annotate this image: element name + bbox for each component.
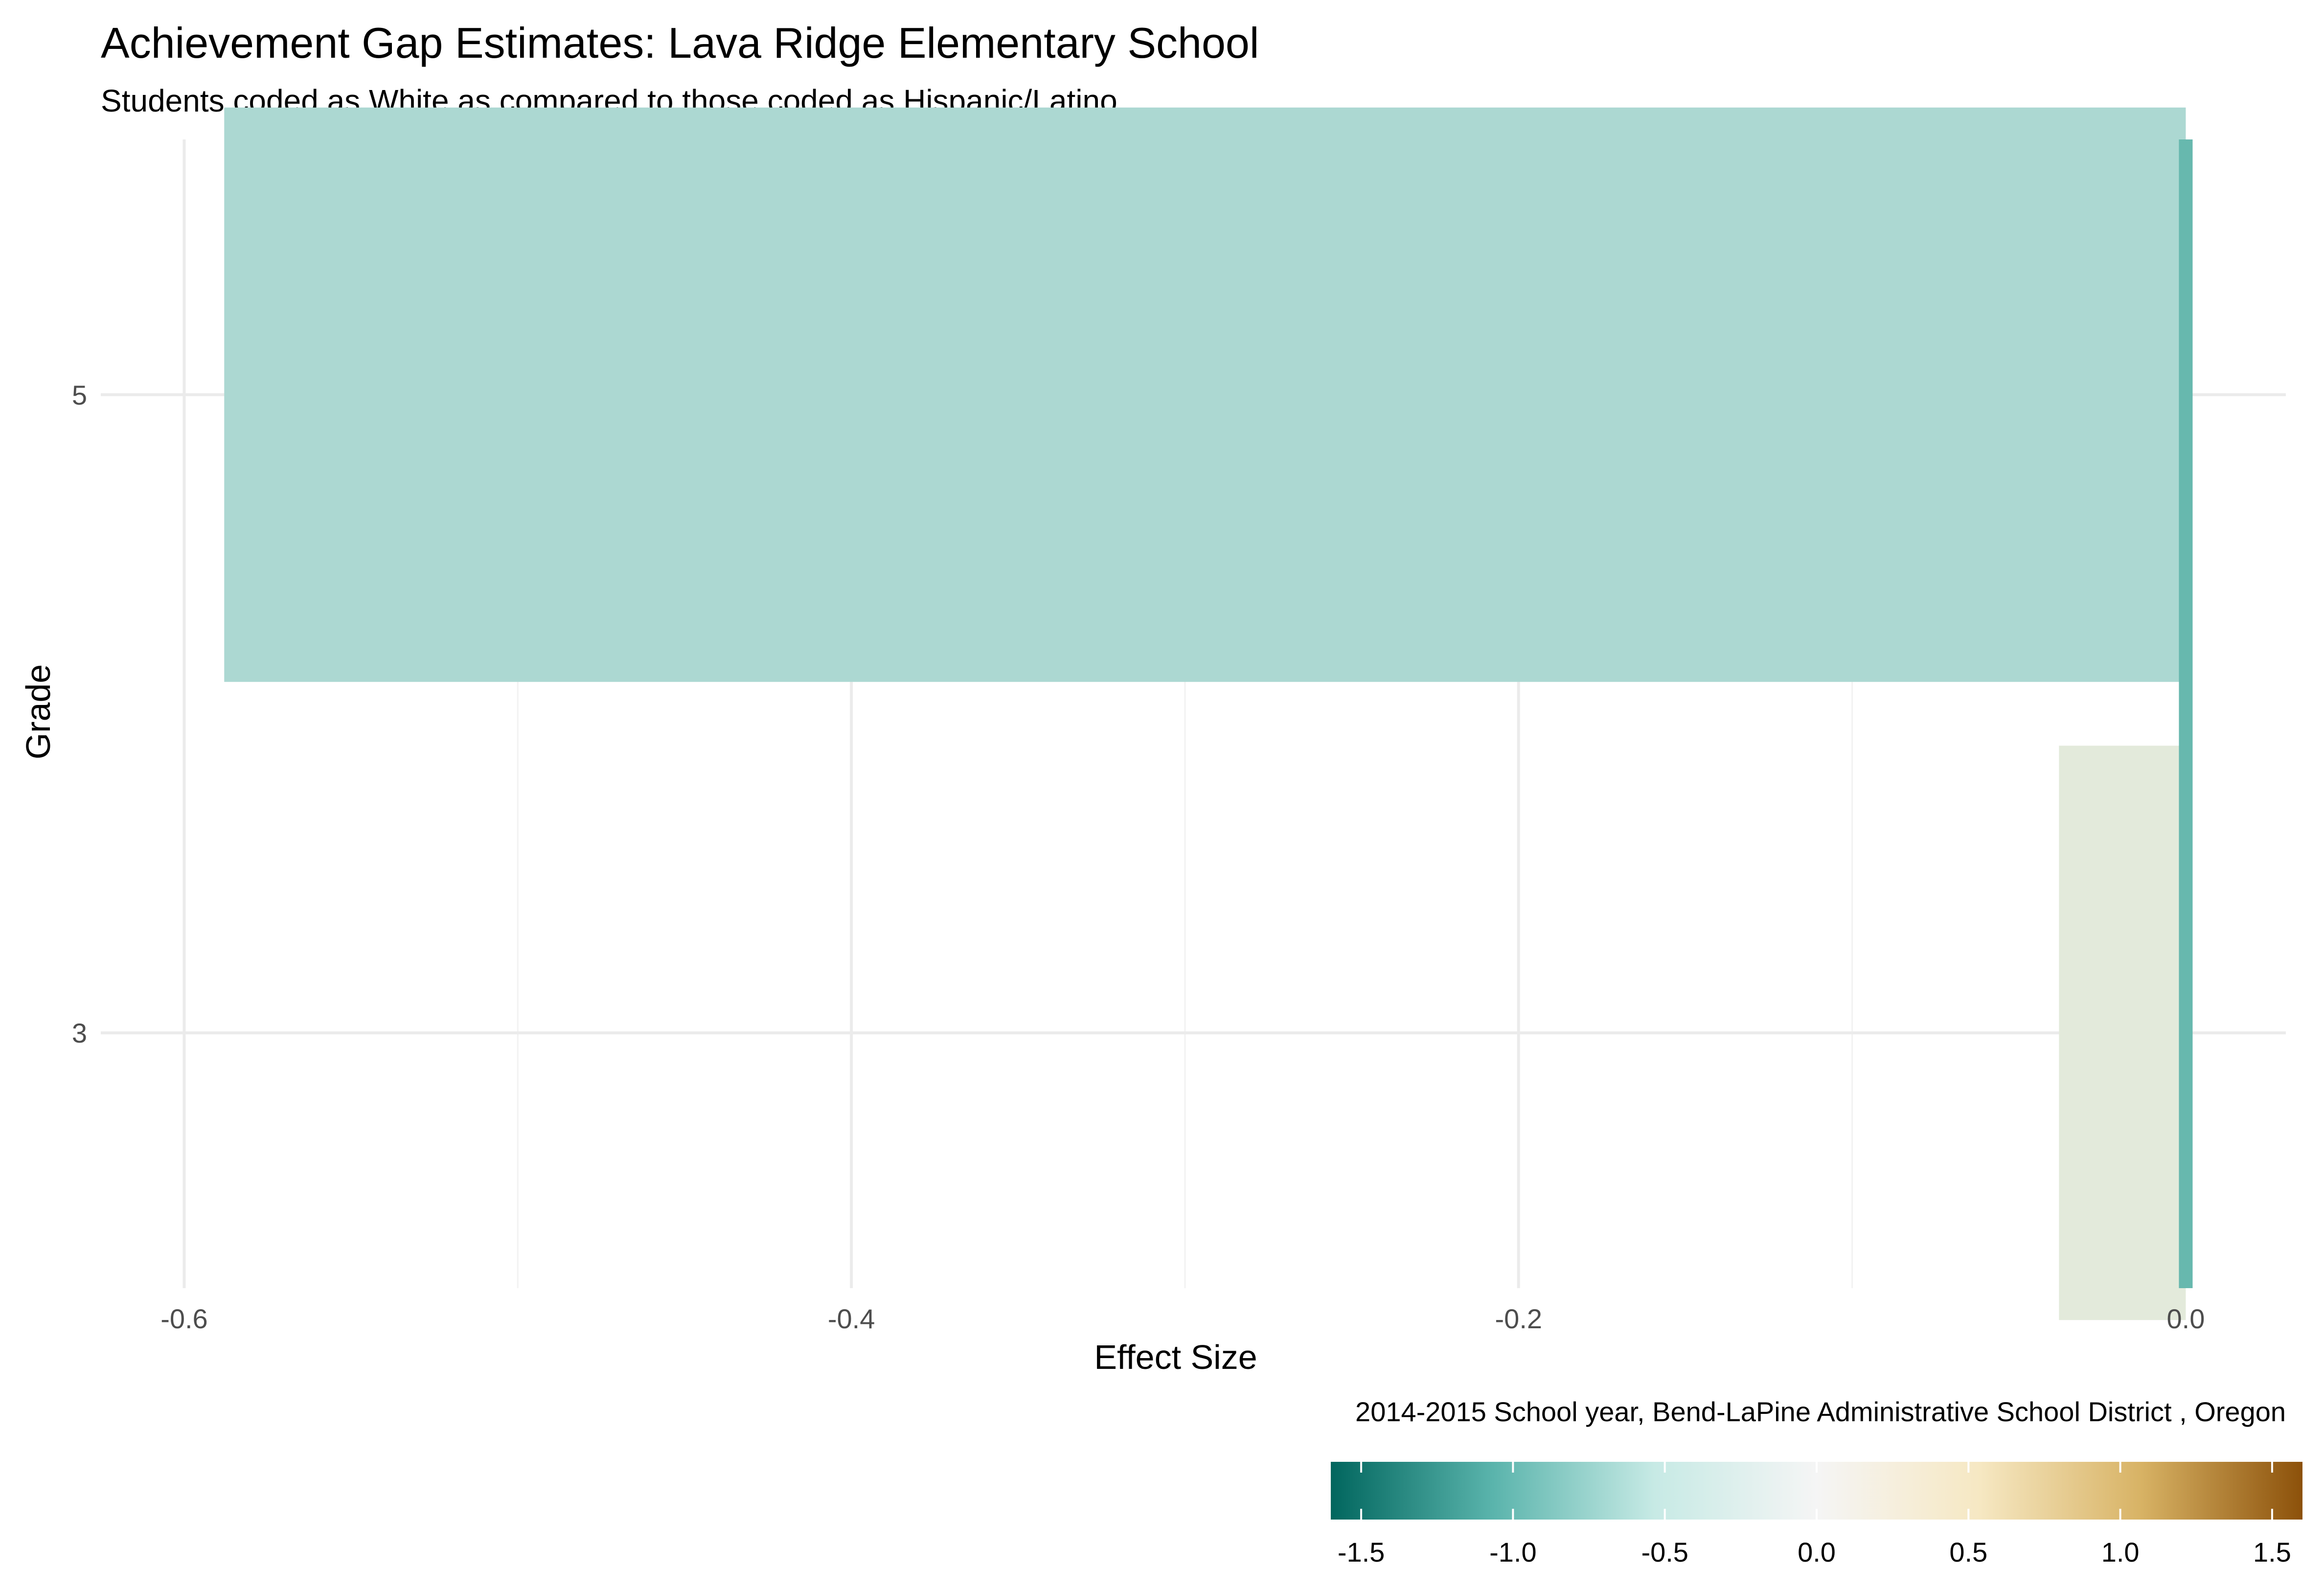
zero-reference-line (2179, 139, 2193, 1288)
legend-tick-label: -1.0 (1489, 1537, 1537, 1567)
legend-tick-label: 1.5 (2253, 1537, 2291, 1567)
y-tick-label: 5 (72, 380, 87, 410)
bar-grade-3 (2059, 746, 2186, 1320)
bar-grade-5 (224, 107, 2186, 682)
y-axis-ticks: 35 (72, 380, 87, 1048)
chart-title: Achievement Gap Estimates: Lava Ridge El… (101, 19, 1259, 67)
y-tick-label: 3 (72, 1018, 87, 1048)
x-tick-label: -0.4 (828, 1303, 875, 1334)
legend-tick-label: -0.5 (1641, 1537, 1688, 1567)
y-axis-title: Grade (19, 664, 57, 760)
x-axis-ticks: -0.6 -0.4 -0.2 0.0 (160, 1303, 2205, 1334)
bars (224, 107, 2193, 1320)
chart-caption: 2014-2015 School year, Bend-LaPine Admin… (1355, 1396, 2286, 1427)
legend-tick-label: 1.0 (2101, 1537, 2140, 1567)
color-legend: -1.5 -1.0 -0.5 0.0 0.5 1.0 1.5 (1331, 1462, 2302, 1567)
x-tick-label: 0.0 (2167, 1303, 2205, 1334)
x-axis-title: Effect Size (1094, 1338, 1257, 1376)
x-tick-label: -0.2 (1495, 1303, 1543, 1334)
legend-tick-label: 0.5 (1949, 1537, 1987, 1567)
x-tick-label: -0.6 (160, 1303, 208, 1334)
legend-tick-label: 0.0 (1798, 1537, 1836, 1567)
legend-tick-label: -1.5 (1338, 1537, 1385, 1567)
